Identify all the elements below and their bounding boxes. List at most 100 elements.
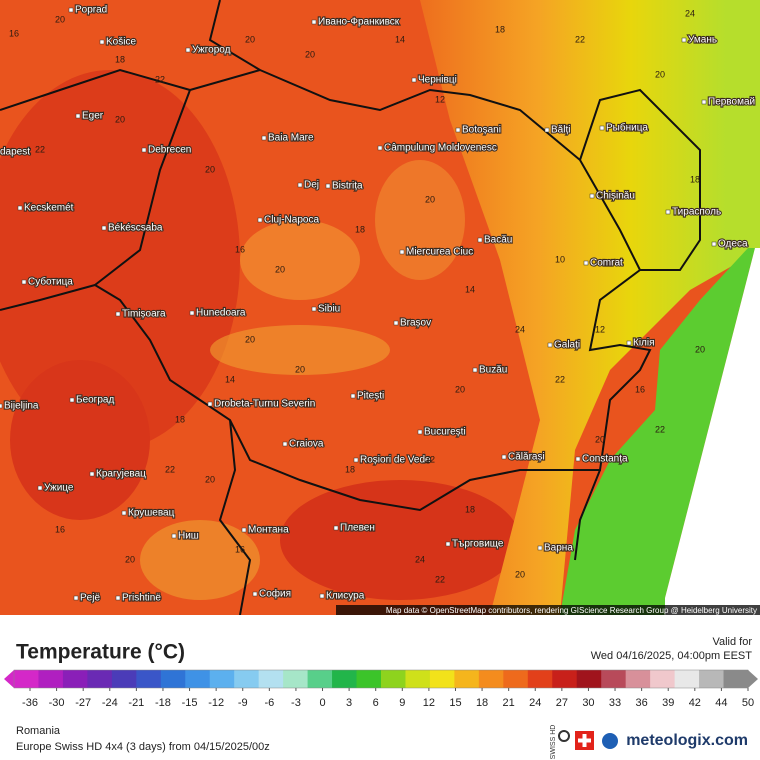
temperature-label: 22	[575, 34, 585, 44]
city-label: Первомай	[708, 97, 755, 108]
colorbar-segment	[307, 670, 333, 688]
colorbar-tick-label: 50	[742, 697, 754, 709]
city-label: Одеса	[718, 239, 748, 250]
temperature-label: 18	[465, 504, 475, 514]
city-dot	[599, 125, 605, 131]
brand-logo	[602, 733, 618, 749]
city-dot	[141, 147, 147, 153]
city-dot	[73, 595, 79, 601]
colorbar-tick-label: 18	[476, 697, 488, 709]
temperature-label: 20	[205, 474, 215, 484]
valid-label: Valid for	[712, 636, 752, 648]
city-label: София	[259, 588, 291, 600]
swiss-cross	[578, 734, 591, 747]
temperature-label: 24	[685, 8, 695, 18]
colorbar-tick-label: 21	[503, 697, 515, 709]
colorbar-segment	[38, 670, 64, 688]
city-label: Bacău	[484, 235, 512, 246]
colorbar-segment	[527, 670, 553, 688]
city-label: Варна	[544, 543, 573, 554]
city-dot	[297, 182, 303, 188]
colorbar-tick-label: -15	[182, 697, 198, 709]
colorbar-segment	[111, 670, 137, 688]
city-label: Baia Mare	[268, 133, 314, 144]
city-label: Крушевац	[128, 508, 175, 519]
city-label: Плевен	[340, 523, 375, 534]
temperature-label: 14	[395, 34, 405, 44]
city-label: București	[424, 427, 466, 438]
colorbar-segment	[454, 670, 480, 688]
temperature-label: 20	[55, 14, 65, 24]
city-label: Buzău	[479, 365, 507, 376]
temperature-label: 16	[635, 384, 645, 394]
city-label: Timișoara	[122, 309, 166, 320]
city-dot	[575, 456, 581, 462]
colorbar-segment	[258, 670, 284, 688]
city-label: Sibiu	[318, 304, 340, 315]
city-dot	[89, 471, 95, 477]
city-label: Cluj-Napoca	[264, 215, 319, 226]
colorbar-tick-label: 15	[449, 697, 461, 709]
temperature-label: 22	[155, 74, 165, 84]
city-dot	[17, 205, 23, 211]
colorbar-tick-label: 12	[423, 697, 435, 709]
temperature-label: 20	[695, 344, 705, 354]
temperature-label: 10	[555, 254, 565, 264]
temperature-label: 12	[595, 324, 605, 334]
city-dot	[537, 545, 543, 551]
city-dot	[501, 454, 507, 460]
colorbar-segment	[185, 670, 211, 688]
colorbar-segment	[283, 670, 309, 688]
mountain-area	[375, 160, 465, 280]
colorbar-segment	[381, 670, 406, 688]
city-dot	[261, 135, 267, 141]
city-dot	[701, 99, 707, 105]
colorbar-tick-label: 42	[689, 697, 701, 709]
temperature-label: 24	[415, 554, 425, 564]
colorbar-segment	[332, 670, 358, 688]
search-icon	[558, 730, 570, 742]
city-dot	[681, 37, 687, 43]
mountain-area	[210, 325, 390, 375]
city-label: Ужице	[44, 483, 74, 494]
city-label: Крагујевац	[96, 469, 146, 480]
attribution: Map data © OpenStreetMap contributors, r…	[386, 606, 757, 615]
temperature-label: 20	[305, 49, 315, 59]
colorbar-segment	[674, 670, 700, 688]
colorbar-tick-label: -6	[264, 697, 274, 709]
city-label: Ниш	[178, 531, 199, 542]
colorbar-segment	[699, 670, 725, 688]
colorbar-segment	[650, 670, 676, 688]
temperature-label: 16	[235, 244, 245, 254]
temperature-label: 14	[225, 374, 235, 384]
city-dot	[547, 342, 553, 348]
city-dot	[417, 429, 423, 435]
colorbar-tick-label: 27	[556, 697, 568, 709]
city-dot	[311, 306, 317, 312]
city-dot	[75, 113, 81, 119]
colorbar-tick-label: 6	[373, 697, 379, 709]
city-dot	[411, 77, 417, 83]
temperature-label: 22	[35, 144, 45, 154]
city-dot	[711, 241, 717, 247]
temperature-label: 14	[465, 284, 475, 294]
city-label: Chișinău	[596, 191, 635, 202]
city-dot	[445, 541, 451, 547]
city-label: Kecskemét	[24, 203, 74, 214]
temperature-label: 12	[435, 94, 445, 104]
colorbar-segment	[429, 670, 455, 688]
colorbar-frame	[13, 669, 749, 689]
colorbar-tick-label: -12	[208, 697, 224, 709]
brand: meteologix.com	[626, 732, 748, 749]
city-dot	[257, 217, 263, 223]
city-dot	[189, 310, 195, 316]
city-dot	[69, 397, 75, 403]
city-dot	[399, 249, 405, 255]
colorbar-tick-label: 3	[346, 697, 352, 709]
colorbar-segment	[62, 670, 88, 688]
city-label: Galați	[554, 340, 580, 351]
temperature-label: 20	[515, 569, 525, 579]
colorbar-arrow	[4, 670, 14, 688]
temperature-label: 20	[205, 164, 215, 174]
